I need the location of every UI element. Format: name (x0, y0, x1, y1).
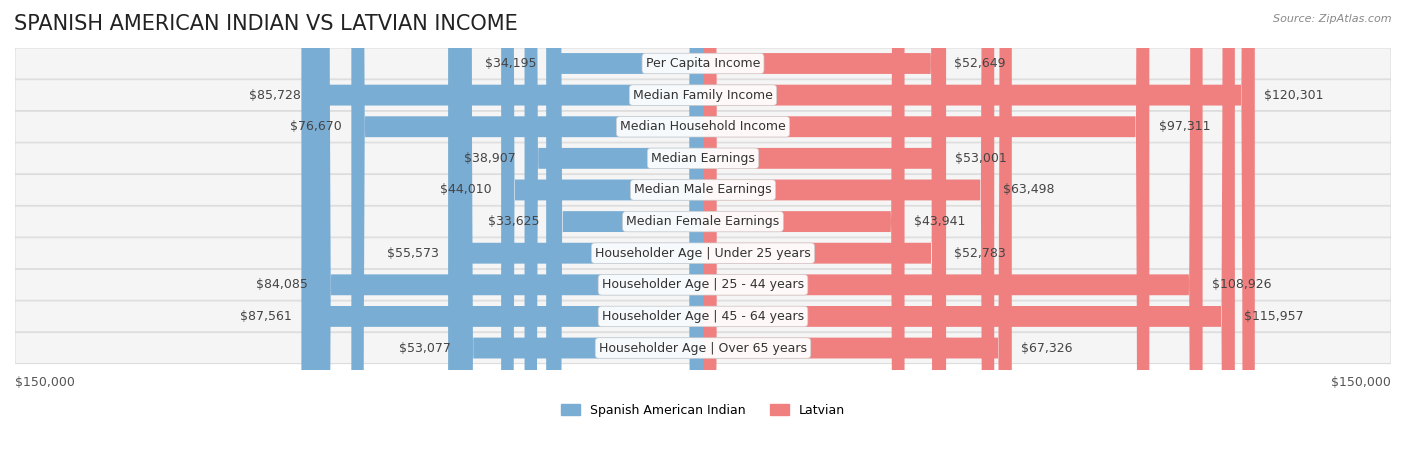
Text: $33,625: $33,625 (488, 215, 540, 228)
FancyBboxPatch shape (309, 0, 703, 467)
Text: Median Male Earnings: Median Male Earnings (634, 184, 772, 197)
Text: $34,195: $34,195 (485, 57, 537, 70)
FancyBboxPatch shape (501, 0, 703, 467)
FancyBboxPatch shape (15, 48, 1391, 79)
FancyBboxPatch shape (703, 0, 1012, 467)
FancyBboxPatch shape (15, 206, 1391, 237)
FancyBboxPatch shape (15, 238, 1391, 269)
Text: $43,941: $43,941 (914, 215, 965, 228)
Text: $55,573: $55,573 (387, 247, 439, 260)
Text: $44,010: $44,010 (440, 184, 492, 197)
Text: $97,311: $97,311 (1159, 120, 1211, 133)
FancyBboxPatch shape (548, 0, 703, 467)
Text: $52,783: $52,783 (955, 247, 1007, 260)
Text: $115,957: $115,957 (1244, 310, 1303, 323)
Text: Median Earnings: Median Earnings (651, 152, 755, 165)
Text: $63,498: $63,498 (1004, 184, 1054, 197)
Text: $76,670: $76,670 (291, 120, 342, 133)
Text: $52,649: $52,649 (953, 57, 1005, 70)
Text: $87,561: $87,561 (240, 310, 292, 323)
Text: Householder Age | 25 - 44 years: Householder Age | 25 - 44 years (602, 278, 804, 291)
FancyBboxPatch shape (703, 0, 904, 467)
FancyBboxPatch shape (15, 111, 1391, 142)
FancyBboxPatch shape (703, 0, 945, 467)
Text: $53,077: $53,077 (398, 341, 450, 354)
Text: Source: ZipAtlas.com: Source: ZipAtlas.com (1274, 14, 1392, 24)
Text: Median Household Income: Median Household Income (620, 120, 786, 133)
FancyBboxPatch shape (703, 0, 994, 467)
FancyBboxPatch shape (703, 0, 1254, 467)
Text: $53,001: $53,001 (955, 152, 1007, 165)
Text: $150,000: $150,000 (1331, 376, 1391, 389)
FancyBboxPatch shape (15, 301, 1391, 332)
Text: Householder Age | Over 65 years: Householder Age | Over 65 years (599, 341, 807, 354)
FancyBboxPatch shape (301, 0, 703, 467)
FancyBboxPatch shape (546, 0, 703, 467)
FancyBboxPatch shape (703, 0, 945, 467)
Text: Per Capita Income: Per Capita Income (645, 57, 761, 70)
Text: Householder Age | Under 25 years: Householder Age | Under 25 years (595, 247, 811, 260)
Text: $85,728: $85,728 (249, 89, 301, 102)
Text: $150,000: $150,000 (15, 376, 75, 389)
FancyBboxPatch shape (703, 0, 1202, 467)
Text: $120,301: $120,301 (1264, 89, 1323, 102)
Text: Householder Age | 45 - 64 years: Householder Age | 45 - 64 years (602, 310, 804, 323)
FancyBboxPatch shape (703, 0, 1149, 467)
FancyBboxPatch shape (15, 269, 1391, 300)
FancyBboxPatch shape (524, 0, 703, 467)
Text: $38,907: $38,907 (464, 152, 516, 165)
Text: $67,326: $67,326 (1021, 341, 1073, 354)
Text: $84,085: $84,085 (256, 278, 308, 291)
FancyBboxPatch shape (449, 0, 703, 467)
FancyBboxPatch shape (352, 0, 703, 467)
Text: $108,926: $108,926 (1212, 278, 1271, 291)
FancyBboxPatch shape (703, 0, 1234, 467)
FancyBboxPatch shape (318, 0, 703, 467)
FancyBboxPatch shape (15, 333, 1391, 363)
Text: Median Family Income: Median Family Income (633, 89, 773, 102)
FancyBboxPatch shape (460, 0, 703, 467)
FancyBboxPatch shape (15, 175, 1391, 205)
Text: Median Female Earnings: Median Female Earnings (627, 215, 779, 228)
FancyBboxPatch shape (15, 143, 1391, 174)
FancyBboxPatch shape (15, 79, 1391, 111)
Legend: Spanish American Indian, Latvian: Spanish American Indian, Latvian (555, 399, 851, 422)
FancyBboxPatch shape (703, 0, 946, 467)
Text: SPANISH AMERICAN INDIAN VS LATVIAN INCOME: SPANISH AMERICAN INDIAN VS LATVIAN INCOM… (14, 14, 517, 34)
